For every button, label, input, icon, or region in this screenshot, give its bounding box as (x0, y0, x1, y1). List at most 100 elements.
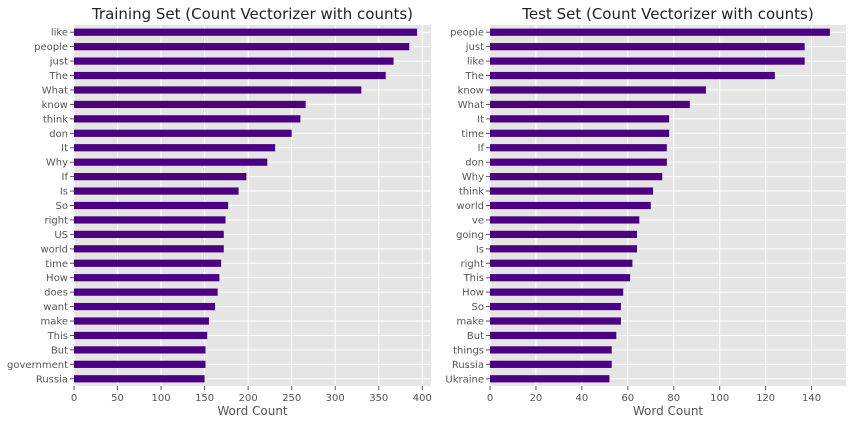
y-tick-label: It (477, 114, 484, 125)
bar (490, 71, 775, 80)
bar (74, 173, 247, 181)
bar (74, 360, 206, 368)
y-tick-label: want (43, 302, 68, 313)
bar (490, 115, 670, 123)
y-tick-label: world (40, 244, 68, 255)
x-tick-label: 120 (756, 393, 775, 404)
y-tick-label: going (456, 230, 484, 241)
bar (490, 57, 805, 65)
y-tick-label: time (45, 259, 68, 270)
x-axis-label: Word Count (633, 404, 704, 418)
x-tick-label: 40 (576, 393, 589, 404)
x-tick-label: 400 (413, 393, 432, 404)
y-tick-label: things (453, 345, 484, 356)
y-tick-label: This (47, 331, 68, 342)
y-tick-label: right (461, 259, 485, 270)
y-tick-label: don (49, 129, 68, 140)
bar (490, 158, 667, 166)
bar (74, 57, 394, 65)
y-tick-label: Why (462, 172, 484, 183)
x-tick-label: 150 (195, 393, 214, 404)
bar (490, 317, 621, 325)
y-tick-label: time (461, 129, 484, 140)
x-axis-label: Word Count (217, 404, 288, 418)
bar (490, 144, 667, 152)
bar (74, 288, 218, 296)
y-tick-label: The (48, 71, 68, 82)
y-tick-label: just (465, 42, 484, 53)
y-tick-label: But (467, 331, 484, 342)
y-tick-label: What (42, 85, 68, 96)
bar (74, 230, 224, 238)
x-tick-label: 0 (487, 393, 493, 404)
bar (74, 144, 276, 152)
bar (74, 100, 306, 109)
y-tick-label: But (51, 345, 68, 356)
bar (490, 331, 617, 340)
bar (490, 360, 612, 368)
bar (74, 245, 224, 253)
bar (490, 346, 612, 354)
x-tick-label: 80 (667, 393, 680, 404)
x-tick-label: 250 (282, 393, 301, 404)
bar (74, 43, 410, 51)
y-tick-label: don (465, 158, 484, 169)
y-tick-label: Why (46, 158, 68, 169)
bar (74, 158, 268, 166)
y-tick-label: make (457, 317, 484, 328)
bar (490, 216, 640, 224)
bar (74, 216, 226, 224)
chart-title: Training Set (Count Vectorizer with coun… (91, 5, 413, 23)
y-tick-label: If (62, 172, 69, 183)
y-tick-label: ve (472, 215, 484, 226)
bar (74, 201, 229, 210)
y-tick-label: like (467, 57, 484, 68)
bar (490, 43, 805, 51)
y-tick-label: right (45, 215, 69, 226)
bar (490, 274, 631, 282)
bar (490, 173, 663, 181)
y-tick-label: This (463, 273, 484, 284)
y-tick-label: Ukraine (445, 374, 484, 385)
bar (490, 28, 830, 36)
y-tick-label: world (456, 201, 484, 212)
bar (74, 259, 222, 267)
y-tick-label: The (464, 71, 484, 82)
y-tick-label: How (46, 273, 68, 284)
y-tick-label: If (478, 143, 485, 154)
bar (74, 187, 239, 195)
x-tick-label: 20 (530, 393, 543, 404)
y-tick-label: think (43, 114, 68, 125)
y-tick-label: know (42, 100, 68, 111)
y-tick-label: So (472, 302, 484, 313)
bar (74, 302, 216, 311)
bar (490, 302, 621, 311)
bar (490, 230, 637, 238)
y-tick-label: Is (60, 187, 68, 198)
x-tick-label: 350 (369, 393, 388, 404)
bar (74, 331, 208, 340)
bar (74, 115, 301, 123)
bar (74, 346, 206, 354)
y-tick-label: like (51, 28, 68, 39)
x-tick-label: 140 (802, 393, 821, 404)
chart-title: Test Set (Count Vectorizer with counts) (521, 5, 813, 23)
bar (490, 201, 651, 210)
y-tick-label: people (34, 42, 68, 53)
bar (490, 259, 633, 267)
bar (490, 100, 690, 109)
y-tick-label: does (44, 288, 68, 299)
bar (490, 187, 654, 195)
bar (490, 129, 670, 137)
y-tick-label: Russia (452, 360, 484, 371)
y-tick-label: Russia (36, 374, 68, 385)
bar (490, 86, 706, 94)
gridlines (73, 25, 431, 386)
bar (74, 129, 292, 137)
x-tick-label: 0 (71, 393, 77, 404)
y-tick-label: just (49, 57, 68, 68)
x-tick-label: 50 (111, 393, 124, 404)
bar (74, 71, 386, 80)
x-tick-label: 200 (239, 393, 258, 404)
